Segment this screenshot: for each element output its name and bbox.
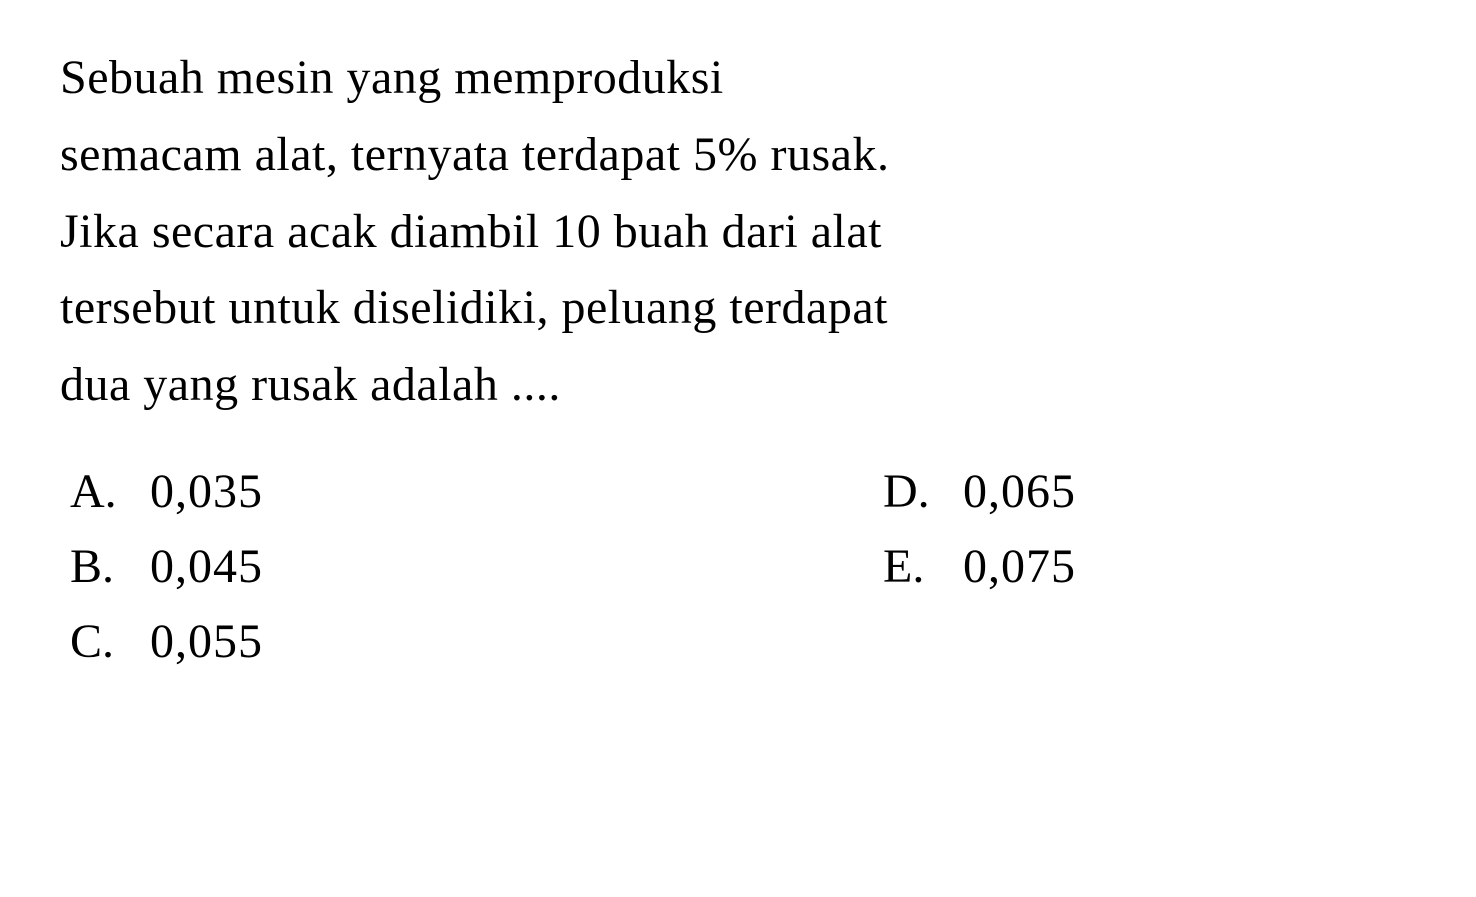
question-text: Sebuah mesin yang memproduksi semacam al… — [60, 40, 1416, 424]
option-e-value: 0,075 — [963, 539, 1076, 594]
option-d-letter: D. — [883, 464, 963, 519]
option-c: C. 0,055 — [70, 614, 603, 669]
options-container: A. 0,035 B. 0,045 C. 0,055 D. 0,065 E. 0… — [60, 464, 1416, 669]
option-e: E. 0,075 — [883, 539, 1416, 594]
question-line-4: tersebut untuk diselidiki, peluang terda… — [60, 270, 1416, 347]
option-b: B. 0,045 — [70, 539, 603, 594]
option-a: A. 0,035 — [70, 464, 603, 519]
option-e-letter: E. — [883, 539, 963, 594]
option-b-value: 0,045 — [150, 539, 263, 594]
question-line-3: Jika secara acak diambil 10 buah dari al… — [60, 194, 1416, 271]
question-line-2: semacam alat, ternyata terdapat 5% rusak… — [60, 117, 1416, 194]
option-d-value: 0,065 — [963, 464, 1076, 519]
option-a-letter: A. — [70, 464, 150, 519]
option-c-value: 0,055 — [150, 614, 263, 669]
option-a-value: 0,035 — [150, 464, 263, 519]
question-line-5: dua yang rusak adalah .... — [60, 347, 1416, 424]
option-c-letter: C. — [70, 614, 150, 669]
question-line-1: Sebuah mesin yang memproduksi — [60, 40, 1416, 117]
option-d: D. 0,065 — [883, 464, 1416, 519]
option-b-letter: B. — [70, 539, 150, 594]
